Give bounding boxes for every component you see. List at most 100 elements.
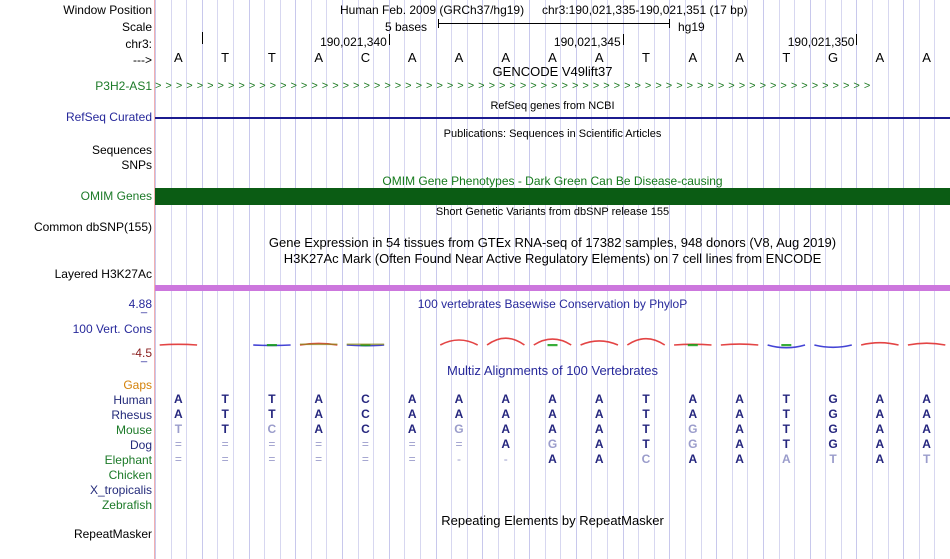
alignment-base: A (688, 452, 698, 466)
ruler-coordinate-label: 190,021,350 (787, 35, 855, 49)
alignment-base: = (174, 452, 182, 466)
track-title-refseq: RefSeq genes from NCBI (490, 100, 615, 112)
label-species-zebrafish[interactable]: Zebrafish (101, 498, 152, 512)
track-label-column: Window Position Scale chr3: ---> P3H2-AS… (0, 0, 152, 559)
label-sequences[interactable]: Sequences (91, 143, 152, 157)
alignment-row[interactable] (155, 497, 950, 511)
track-title-dbsnp: Short Genetic Variants from dbSNP releas… (435, 206, 670, 218)
gene-model-p3h2-as1[interactable]: >>>>>>>>>>>>>>>>>>>>>>>>>>>>>>>>>>>>>>>>… (155, 81, 875, 92)
alignment-base: = (221, 437, 229, 451)
alignment-base: T (174, 422, 183, 436)
alignment-base: A (407, 407, 417, 421)
alignment-base: A (548, 407, 557, 421)
track-title-multiz: Multiz Alignments of 100 Vertebrates (446, 363, 658, 378)
alignment-base: A (594, 407, 604, 421)
alignment-base: A (454, 407, 464, 421)
alignment-base: A (875, 407, 885, 421)
label-window-position: Window Position (63, 3, 152, 17)
phylop-curve (159, 337, 946, 349)
reference-base: T (642, 50, 650, 65)
h3k27ac-signal-bar[interactable] (155, 285, 950, 291)
alignment-row[interactable]: = = = = = = = A G A T G A T G A A (155, 437, 950, 451)
label-species-elephant[interactable]: Elephant (104, 453, 152, 467)
alignment-base: G (828, 437, 838, 451)
label-refseq-curated[interactable]: RefSeq Curated (65, 110, 152, 124)
label-chrom: chr3: (125, 37, 152, 51)
alignment-base: A (781, 452, 791, 466)
label-species-dog[interactable]: Dog (129, 438, 152, 452)
alignment-base: T (642, 392, 650, 406)
reference-base: G (828, 50, 839, 65)
ruler-tick-minor (201, 32, 203, 44)
label-repeatmasker[interactable]: RepeatMasker (73, 527, 152, 541)
alignment-base: A (314, 392, 323, 406)
alignment-base: G (828, 422, 838, 436)
phylop-conservation-plot[interactable] (155, 315, 950, 359)
alignment-base: T (221, 407, 229, 421)
label-omim-genes[interactable]: OMIM Genes (80, 189, 152, 203)
alignment-base: A (922, 422, 931, 436)
label-common-dbsnp[interactable]: Common dbSNP(155) (33, 220, 152, 234)
alignment-base: A (454, 392, 464, 406)
alignment-base: T (642, 407, 650, 421)
assembly-title: Human Feb. 2009 (GRCh37/hg19) (340, 3, 525, 17)
alignment-base: A (174, 407, 183, 421)
label-species-xtropicalis[interactable]: X_tropicalis (89, 483, 152, 497)
alignment-base: A (875, 437, 885, 451)
alignment-base: A (594, 422, 604, 436)
position-readout[interactable]: chr3:190,021,335-190,021,351 (17 bp) (542, 3, 748, 17)
label-cons-track[interactable]: 100 Vert. Cons (72, 322, 152, 336)
alignment-base: A (174, 392, 183, 406)
alignment-base: C (267, 422, 277, 436)
label-strand-arrow: ---> (133, 53, 152, 67)
label-layered-h3k27ac[interactable]: Layered H3K27Ac (54, 267, 152, 281)
scale-bar-label: 5 bases (385, 20, 428, 34)
alignment-base: T (782, 407, 790, 421)
alignment-base: A (875, 392, 885, 406)
alignment-row[interactable]: = = = = = = - - A A C A A A T A T (155, 452, 950, 466)
track-title-repeatmasker: Repeating Elements by RepeatMasker (441, 513, 664, 528)
label-gencode-gene[interactable]: P3H2-AS1 (95, 79, 152, 93)
alignment-row[interactable] (155, 467, 950, 481)
alignment-base: A (548, 452, 557, 466)
label-species-human[interactable]: Human (113, 393, 152, 407)
reference-base: A (688, 50, 698, 65)
alignment-base: G (828, 392, 838, 406)
reference-base: T (267, 50, 276, 65)
ruler-tick (856, 34, 858, 45)
ruler-tick (388, 34, 390, 45)
alignment-base: A (407, 392, 417, 406)
label-species-mouse[interactable]: Mouse (115, 423, 152, 437)
label-species-chicken[interactable]: Chicken (108, 468, 152, 482)
reference-base: A (454, 50, 464, 65)
assembly-short-label: hg19 (678, 20, 705, 34)
label-snps[interactable]: SNPs (121, 158, 152, 172)
reference-base: A (314, 50, 323, 65)
alignment-row[interactable] (155, 482, 950, 496)
refseq-transcript-line[interactable] (155, 117, 950, 119)
alignment-base: A (594, 452, 604, 466)
reference-base: A (174, 50, 183, 65)
alignment-base: T (268, 392, 276, 406)
alignment-base: A (501, 437, 511, 451)
reference-base: A (594, 50, 604, 65)
omim-gene-bar[interactable] (155, 188, 950, 205)
alignment-base: = (268, 452, 276, 466)
alignment-base: A (548, 422, 557, 436)
reference-base: A (548, 50, 557, 65)
label-scale: Scale (121, 20, 152, 34)
alignment-base: A (735, 422, 744, 436)
alignment-base: - (503, 452, 508, 466)
label-species-rhesus[interactable]: Rhesus (111, 408, 152, 422)
alignment-base: A (922, 392, 931, 406)
label-cons-max: 4.88 (128, 297, 152, 311)
reference-base: A (501, 50, 511, 65)
cons-max-tick: _ (141, 302, 148, 314)
alignment-base: A (314, 422, 323, 436)
alignment-base: C (361, 407, 370, 421)
